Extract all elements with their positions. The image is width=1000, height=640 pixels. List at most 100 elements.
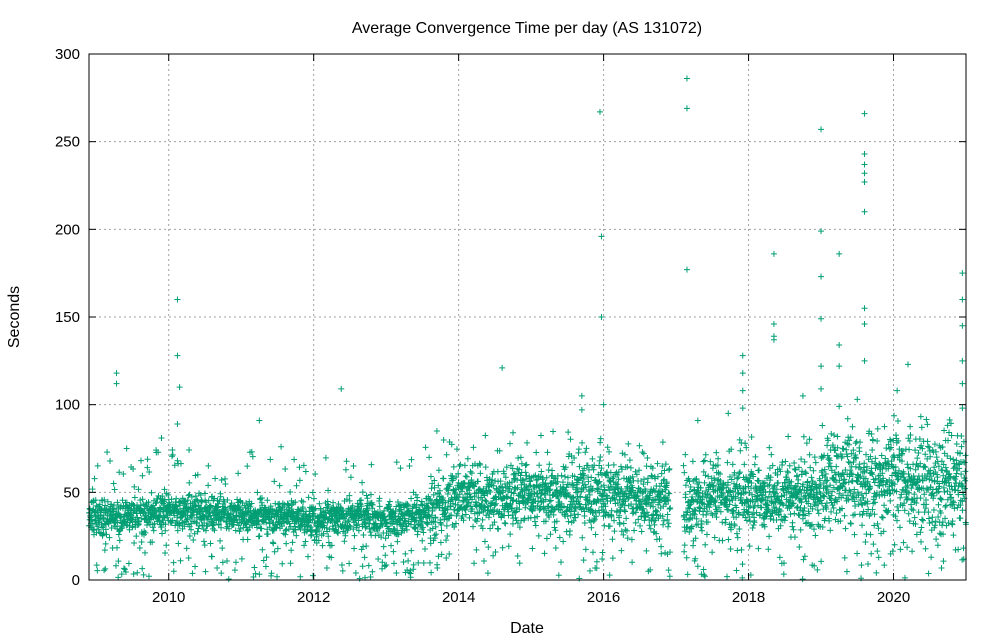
data-point	[146, 469, 153, 476]
data-point	[484, 503, 491, 510]
data-point	[780, 501, 787, 508]
data-point	[859, 512, 866, 519]
data-point	[584, 462, 591, 469]
data-point	[876, 460, 883, 467]
data-point	[379, 565, 386, 572]
data-point	[562, 464, 569, 471]
data-point	[111, 486, 118, 493]
data-point	[895, 437, 902, 444]
data-point	[915, 509, 922, 516]
data-point	[359, 563, 366, 570]
data-point	[420, 560, 427, 567]
data-point	[134, 514, 141, 521]
data-point	[550, 479, 557, 486]
data-point	[727, 489, 734, 496]
data-point	[886, 490, 893, 497]
data-point	[774, 471, 781, 478]
data-point	[727, 526, 734, 533]
data-point	[558, 500, 565, 507]
data-point	[751, 503, 758, 510]
data-point	[567, 436, 574, 443]
data-point	[959, 322, 966, 329]
data-point	[846, 459, 853, 466]
data-point	[907, 465, 914, 472]
data-point	[847, 467, 854, 474]
data-point	[737, 447, 744, 454]
data-point	[212, 475, 219, 482]
data-point	[581, 519, 588, 526]
data-point	[328, 542, 335, 549]
data-point	[94, 567, 101, 574]
data-point	[627, 479, 634, 486]
data-point	[868, 550, 875, 557]
data-point	[961, 485, 968, 492]
data-point	[751, 461, 758, 468]
data-point	[279, 523, 286, 530]
data-point	[179, 495, 186, 502]
data-point	[465, 499, 472, 506]
data-point	[663, 479, 670, 486]
data-point	[753, 509, 760, 516]
data-point	[586, 491, 593, 498]
data-point	[457, 461, 464, 468]
data-point	[734, 490, 741, 497]
data-point	[787, 511, 794, 518]
data-point	[234, 496, 241, 503]
data-point	[696, 479, 703, 486]
data-point	[339, 567, 346, 574]
data-point	[834, 444, 841, 451]
data-point	[777, 522, 784, 529]
data-point	[497, 483, 504, 490]
data-point	[917, 495, 924, 502]
data-point	[871, 499, 878, 506]
data-point	[202, 568, 209, 575]
data-point	[869, 447, 876, 454]
data-point	[939, 519, 946, 526]
data-point	[407, 574, 414, 581]
data-point	[799, 576, 806, 583]
data-point	[113, 380, 120, 387]
data-point	[897, 546, 904, 553]
data-point	[926, 444, 933, 451]
data-point	[751, 519, 758, 526]
data-point	[309, 572, 316, 579]
data-point	[939, 444, 946, 451]
data-point	[479, 525, 486, 532]
data-point	[317, 505, 324, 512]
data-point	[208, 553, 215, 560]
data-point	[773, 517, 780, 524]
data-point	[682, 482, 689, 489]
data-point	[451, 524, 458, 531]
data-point	[825, 490, 832, 497]
data-point	[263, 519, 270, 526]
data-point	[296, 464, 303, 471]
data-point	[420, 529, 427, 536]
data-point	[886, 445, 893, 452]
data-point	[685, 516, 692, 523]
data-point	[858, 500, 865, 507]
data-point	[881, 562, 888, 569]
data-point	[572, 505, 579, 512]
data-point	[602, 503, 609, 510]
data-point	[959, 270, 966, 277]
data-point	[609, 536, 616, 543]
data-point	[480, 558, 487, 565]
data-point	[706, 504, 713, 511]
data-point	[534, 502, 541, 509]
data-point	[891, 481, 898, 488]
data-point	[821, 466, 828, 473]
data-point	[661, 467, 668, 474]
data-point	[595, 479, 602, 486]
data-point	[773, 505, 780, 512]
data-point	[693, 475, 700, 482]
data-point	[702, 541, 709, 548]
y-tick-label: 0	[72, 572, 80, 589]
data-point	[276, 482, 283, 489]
data-point	[350, 526, 357, 533]
data-point	[908, 505, 915, 512]
data-point	[563, 528, 570, 535]
data-point	[459, 484, 466, 491]
data-point	[625, 495, 632, 502]
data-point	[736, 436, 743, 443]
data-point	[298, 497, 305, 504]
